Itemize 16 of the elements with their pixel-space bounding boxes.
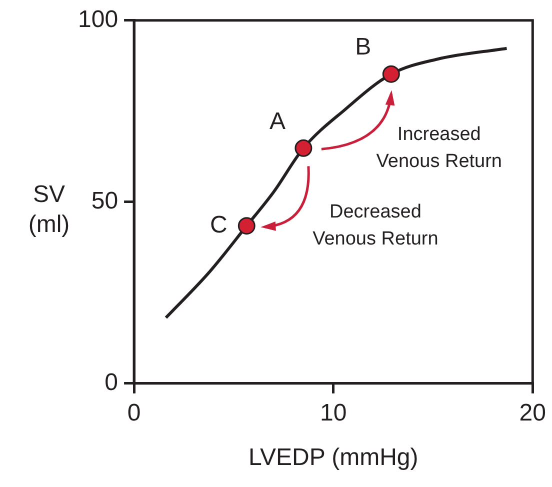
annotation: C [210, 211, 228, 238]
y-tick-label: 100 [78, 6, 118, 34]
y-tick-label: 50 [91, 188, 118, 215]
point [238, 217, 256, 235]
annotation: Increased Venous Return [376, 124, 502, 172]
x-axis-title: LVEDP (mmHg) [248, 444, 418, 472]
x-tick-label: 0 [127, 399, 141, 426]
point [382, 65, 400, 83]
x-tick-label: 20 [519, 399, 546, 426]
point [294, 139, 312, 157]
annotation: A [269, 108, 286, 135]
annotation: B [355, 34, 372, 61]
annotation: Decreased Venous Return [312, 202, 438, 250]
y-axis-title: SV (ml) [27, 180, 71, 240]
x-tick-label: 10 [320, 399, 347, 426]
y-tick-label: 0 [104, 369, 118, 396]
